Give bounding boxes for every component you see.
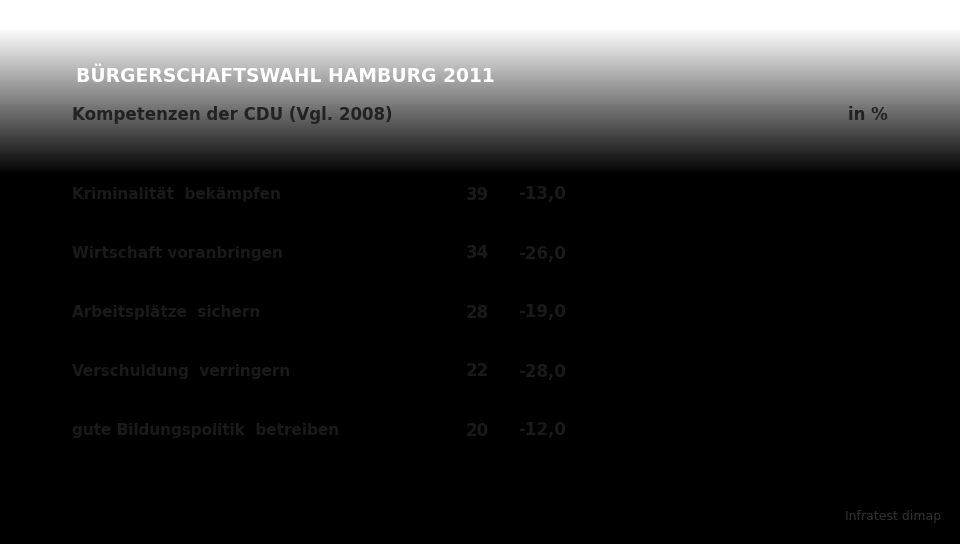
- Text: Kriminalität  bekämpfen: Kriminalität bekämpfen: [72, 187, 281, 202]
- Text: BÜRGERSCHAFTSWAHL HAMBURG 2011: BÜRGERSCHAFTSWAHL HAMBURG 2011: [76, 66, 495, 85]
- Text: 28: 28: [466, 304, 489, 322]
- Text: in %: in %: [849, 106, 888, 123]
- Text: Verschuldung  verringern: Verschuldung verringern: [72, 364, 291, 379]
- Text: -12,0: -12,0: [518, 422, 566, 440]
- Text: -13,0: -13,0: [518, 186, 566, 203]
- Text: 20: 20: [466, 422, 489, 440]
- Text: 34: 34: [466, 244, 490, 263]
- Text: Infratest dimap: Infratest dimap: [845, 510, 941, 523]
- Text: Wirtschaft voranbringen: Wirtschaft voranbringen: [72, 246, 283, 261]
- Text: 39: 39: [466, 186, 490, 203]
- Text: Kompetenzen der CDU (Vgl. 2008): Kompetenzen der CDU (Vgl. 2008): [72, 106, 393, 123]
- Text: -28,0: -28,0: [518, 362, 566, 380]
- Text: gute Bildungspolitik  betreiben: gute Bildungspolitik betreiben: [72, 423, 340, 438]
- Text: Arbeitsplätze  sichern: Arbeitsplätze sichern: [72, 305, 260, 320]
- Text: -19,0: -19,0: [518, 304, 566, 322]
- Text: -26,0: -26,0: [518, 244, 566, 263]
- Text: 22: 22: [466, 362, 490, 380]
